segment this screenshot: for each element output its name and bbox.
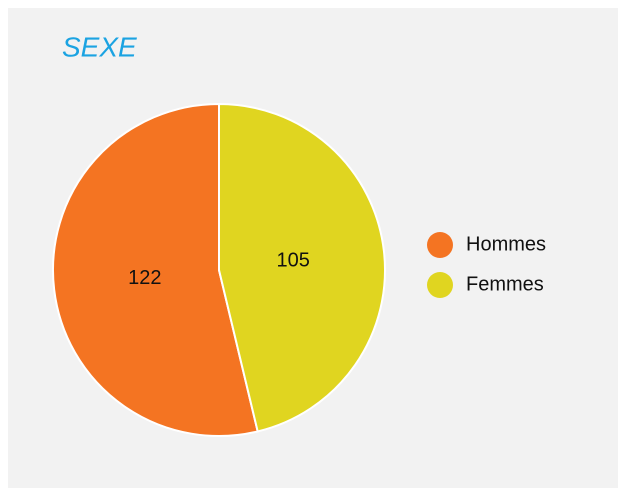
legend-swatch: [427, 272, 453, 298]
pie-slice: [218, 102, 386, 433]
pie-slice: [52, 102, 259, 437]
legend-label: Hommes: [466, 233, 546, 255]
legend-swatch: [427, 232, 453, 258]
legend-label: Femmes: [466, 273, 544, 295]
data-label: 105: [276, 250, 309, 272]
data-label: 122: [128, 267, 161, 289]
chart-title: SEXE: [62, 31, 137, 62]
